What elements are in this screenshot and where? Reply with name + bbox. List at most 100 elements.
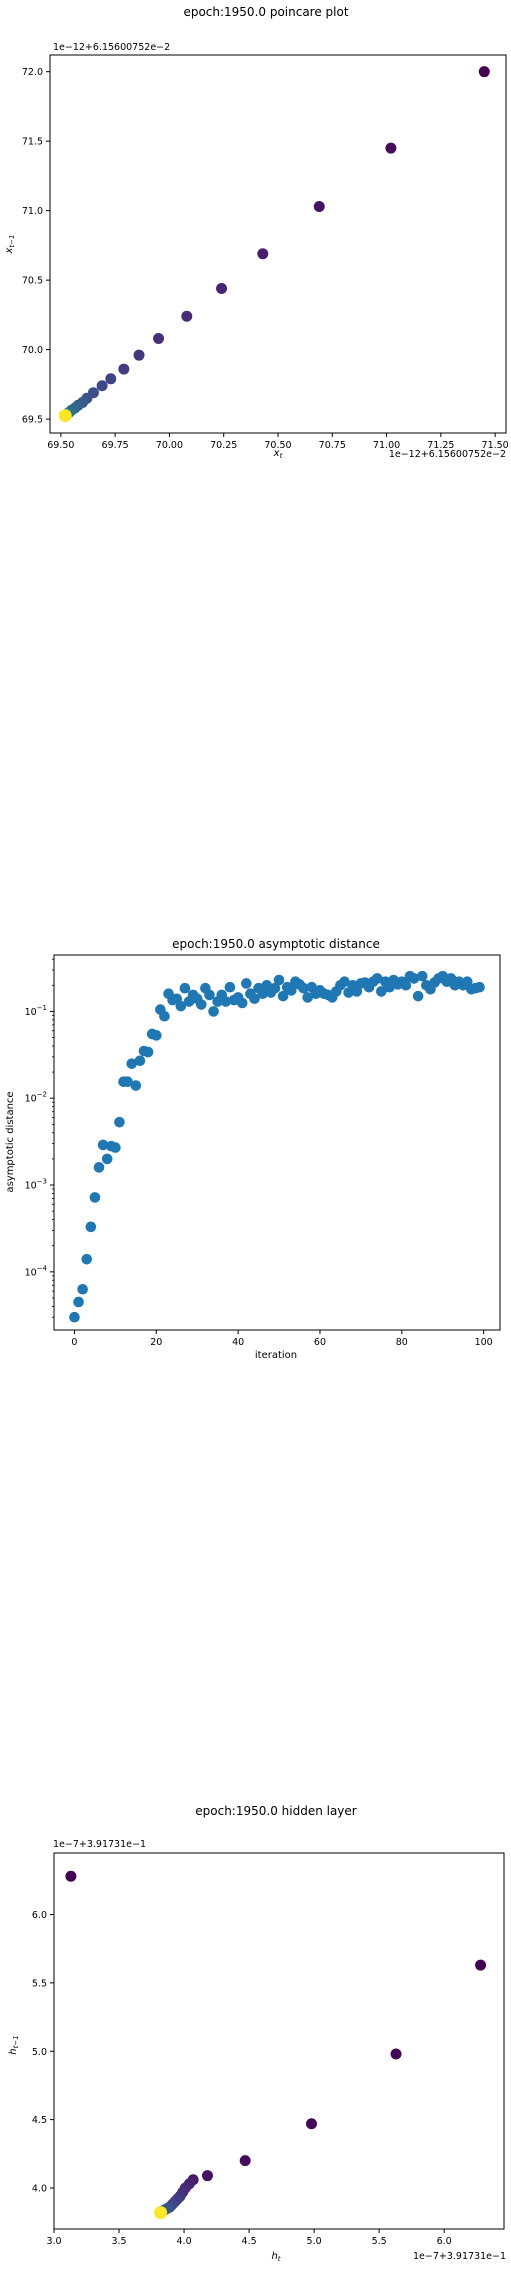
hidden-x-ticks: 3.0 3.5 4.0 4.5 5.0 5.5 6.0 <box>46 2229 452 2247</box>
poincare-point <box>385 142 397 154</box>
asymptotic-point <box>236 997 248 1009</box>
asymptotic-point <box>159 1010 170 1022</box>
poincare-point <box>153 333 165 344</box>
asymptotic-point <box>101 1153 113 1165</box>
asymptotic-x-tick-label: 80 <box>396 1337 408 1348</box>
hidden-y-tick-label: 6.0 <box>32 1910 47 1921</box>
hidden-layer-chart: epoch:1950.0 hidden layer 1e−7+3.91731e−… <box>8 1804 506 2263</box>
poincare-y-offset-label: 1e−12+6.15600752e−2 <box>53 42 170 53</box>
poincare-y-label: xt−1 <box>4 235 16 255</box>
hidden-x-tick-label: 4.5 <box>242 2236 257 2247</box>
asymptotic-point <box>249 993 260 1005</box>
asymptotic-x-tick-label: 60 <box>314 1337 326 1348</box>
asymptotic-point <box>69 1311 80 1323</box>
poincare-y-tick-label: 71.0 <box>22 206 43 217</box>
asymptotic-title: epoch:1950.0 asymptotic distance <box>172 937 380 951</box>
poincare-x-tick-label: 71.50 <box>482 440 509 451</box>
asymptotic-point <box>273 974 285 986</box>
hidden-x-tick-label: 5.0 <box>307 2236 322 2247</box>
poincare-points <box>58 66 490 423</box>
asymptotic-x-tick-label: 20 <box>150 1337 162 1348</box>
poincare-x-ticks: 69.50 69.75 70.00 70.25 70.50 70.75 71.00 71.25… <box>47 433 509 451</box>
hidden-x-tick-label: 5.5 <box>372 2236 387 2247</box>
asymptotic-point <box>400 979 412 991</box>
asymptotic-point <box>73 1296 84 1308</box>
asymptotic-point <box>371 973 383 984</box>
asymptotic-distance-chart: epoch:1950.0 asymptotic distance 0 20 40 60… <box>5 937 501 1361</box>
hidden-y-offset-label: 1e−7+3.91731e−1 <box>53 1839 146 1850</box>
asymptotic-point <box>122 1076 133 1088</box>
poincare-x-tick-label: 71.00 <box>373 440 400 451</box>
poincare-x-tick-label: 71.25 <box>427 440 454 451</box>
poincare-x-tick-label: 70.25 <box>210 440 237 451</box>
asymptotic-point <box>126 1058 138 1069</box>
asymptotic-point <box>412 990 424 1002</box>
poincare-y-tick-label: 71.5 <box>22 137 43 148</box>
poincare-point <box>133 349 145 361</box>
asymptotic-y-tick-label: 10−3 <box>25 1178 47 1192</box>
hidden-point <box>390 2048 402 2060</box>
poincare-point <box>313 200 325 212</box>
hidden-x-offset-label: 1e−7+3.91731e−1 <box>413 2251 506 2262</box>
asymptotic-x-tick-label: 100 <box>475 1337 493 1348</box>
hidden-point <box>475 1959 487 1971</box>
poincare-plot-area <box>49 54 507 434</box>
poincare-y-tick-label: 70.0 <box>22 345 43 356</box>
poincare-point <box>257 248 269 260</box>
hidden-y-tick-label: 5.0 <box>32 2047 47 2058</box>
asymptotic-y-tick-label: 10−2 <box>25 1091 47 1105</box>
asymptotic-y-label: asymptotic distance <box>5 1091 16 1192</box>
poincare-x-tick-label: 70.50 <box>264 440 291 451</box>
asymptotic-point <box>286 985 297 996</box>
asymptotic-point <box>204 989 215 1001</box>
asymptotic-point <box>93 1162 105 1173</box>
asymptotic-y-tick-label: 10−4 <box>25 1264 48 1278</box>
hidden-x-tick-label: 4.0 <box>177 2236 192 2247</box>
asymptotic-point <box>150 1030 162 1041</box>
asymptotic-point <box>339 976 350 987</box>
poincare-point <box>105 373 117 385</box>
asymptotic-point <box>89 1192 101 1203</box>
hidden-y-tick-label: 4.5 <box>32 2115 47 2126</box>
asymptotic-point <box>224 981 236 993</box>
asymptotic-point <box>408 973 420 984</box>
asymptotic-x-tick-label: 0 <box>71 1337 77 1348</box>
hidden-y-tick-label: 5.5 <box>32 1978 47 1989</box>
poincare-x-tick-label: 70.75 <box>319 440 346 451</box>
poincare-y-ticks: 69.5 70.0 70.5 71.0 71.5 72.0 <box>22 67 50 426</box>
asymptotic-point <box>208 1006 219 1017</box>
asymptotic-point <box>416 970 428 982</box>
poincare-x-tick-label: 69.75 <box>102 440 129 451</box>
hidden-title: epoch:1950.0 hidden layer <box>195 1804 357 1818</box>
asymptotic-point <box>175 1000 187 1012</box>
asymptotic-points <box>69 970 485 1323</box>
poincare-y-tick-label: 70.5 <box>22 276 43 287</box>
hidden-x-tick-label: 3.5 <box>111 2236 126 2247</box>
hidden-y-ticks: 4.0 4.5 5.0 5.5 6.0 <box>32 1910 54 2194</box>
asymptotic-point <box>302 992 313 1003</box>
asymptotic-point <box>179 982 191 994</box>
asymptotic-point <box>142 1046 154 1058</box>
poincare-chart: epoch:1950.0 poincare plot 1e−12+6.15600… <box>4 5 509 460</box>
poincare-x-label: xt <box>273 448 283 460</box>
hidden-y-tick-label: 4.0 <box>32 2183 47 2194</box>
hidden-point <box>65 1870 77 1882</box>
asymptotic-x-ticks: 0 20 40 60 80 100 <box>71 1330 493 1348</box>
poincare-point <box>58 409 72 423</box>
poincare-x-tick-label: 70.00 <box>156 440 183 451</box>
poincare-point <box>181 310 193 322</box>
hidden-point <box>154 2206 168 2220</box>
asymptotic-plot-area <box>53 954 501 1331</box>
asymptotic-point <box>130 1080 142 1091</box>
asymptotic-point <box>277 990 289 1002</box>
hidden-x-tick-label: 3.0 <box>46 2236 61 2247</box>
poincare-point <box>216 282 228 294</box>
poincare-point <box>96 380 108 392</box>
asymptotic-y-ticks: 10−4 10−3 10−2 10−1 <box>25 958 54 1318</box>
asymptotic-point <box>134 1055 146 1067</box>
poincare-x-offset-label: 1e−12+6.15600752e−2 <box>389 449 506 460</box>
poincare-y-tick-label: 72.0 <box>22 67 43 78</box>
asymptotic-point <box>220 996 232 1007</box>
asymptotic-x-label: iteration <box>255 1350 297 1361</box>
